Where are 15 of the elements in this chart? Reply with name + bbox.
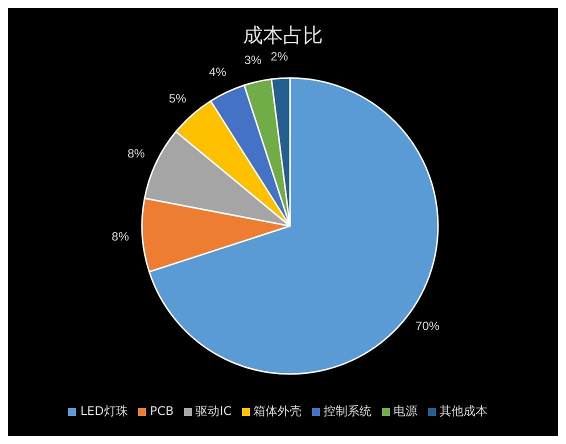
data-label: 70% [416, 318, 440, 333]
legend-label: 电源 [394, 404, 418, 418]
data-label: 2% [270, 49, 288, 64]
data-label: 8% [128, 146, 146, 161]
legend-label: PCB [150, 404, 174, 418]
chart-title: 成本占比 [242, 22, 324, 49]
data-label: 3% [244, 53, 262, 68]
legend-label: 控制系统 [324, 404, 372, 418]
data-label: 5% [168, 91, 187, 106]
data-label: 8% [112, 230, 130, 244]
data-label: 4% [208, 65, 227, 80]
legend-label: 驱动IC [196, 404, 232, 418]
legend-label: 其他成本 [440, 404, 488, 418]
legend-label: 箱体外壳 [254, 404, 302, 418]
legend-label: LED灯珠 [80, 404, 128, 418]
